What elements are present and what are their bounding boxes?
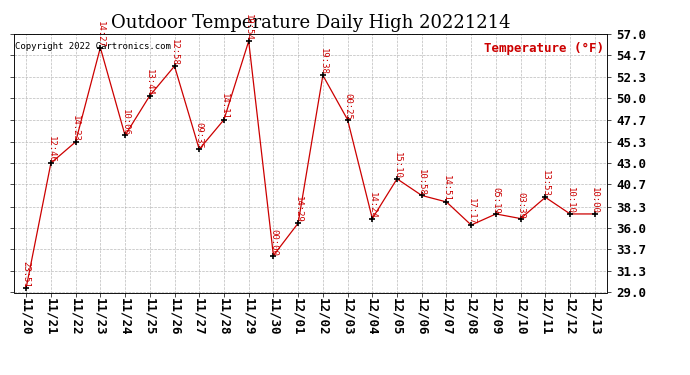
Text: 23:51: 23:51	[21, 261, 30, 288]
Text: 14:29: 14:29	[294, 196, 303, 223]
Text: 12:46: 12:46	[46, 136, 55, 163]
Text: 10:00: 10:00	[591, 187, 600, 214]
Text: 09:35: 09:35	[195, 122, 204, 149]
Text: 00:25: 00:25	[343, 93, 352, 120]
Text: 00:00: 00:00	[269, 229, 278, 255]
Text: Copyright 2022 Cartronics.com: Copyright 2022 Cartronics.com	[15, 42, 171, 51]
Text: 17:17: 17:17	[466, 198, 475, 225]
Text: 05:19: 05:19	[491, 187, 500, 214]
Text: Temperature (°F): Temperature (°F)	[484, 42, 604, 54]
Text: 12:58: 12:58	[170, 39, 179, 66]
Text: 03:39: 03:39	[516, 192, 525, 219]
Text: 14:27: 14:27	[96, 21, 105, 48]
Text: 15:10: 15:10	[393, 152, 402, 179]
Text: 13:53: 13:53	[541, 171, 550, 197]
Title: Outdoor Temperature Daily High 20221214: Outdoor Temperature Daily High 20221214	[111, 14, 510, 32]
Text: 10:10: 10:10	[566, 187, 575, 214]
Text: 14:11: 14:11	[219, 93, 228, 120]
Text: 14:23: 14:23	[71, 115, 80, 142]
Text: 19:38: 19:38	[318, 48, 327, 75]
Text: 10:06: 10:06	[121, 108, 130, 135]
Text: 13:44: 13:44	[146, 69, 155, 96]
Text: 14:51: 14:51	[442, 175, 451, 202]
Text: 10:58: 10:58	[417, 169, 426, 195]
Text: 14:24: 14:24	[368, 192, 377, 219]
Text: 19:54: 19:54	[244, 14, 253, 41]
